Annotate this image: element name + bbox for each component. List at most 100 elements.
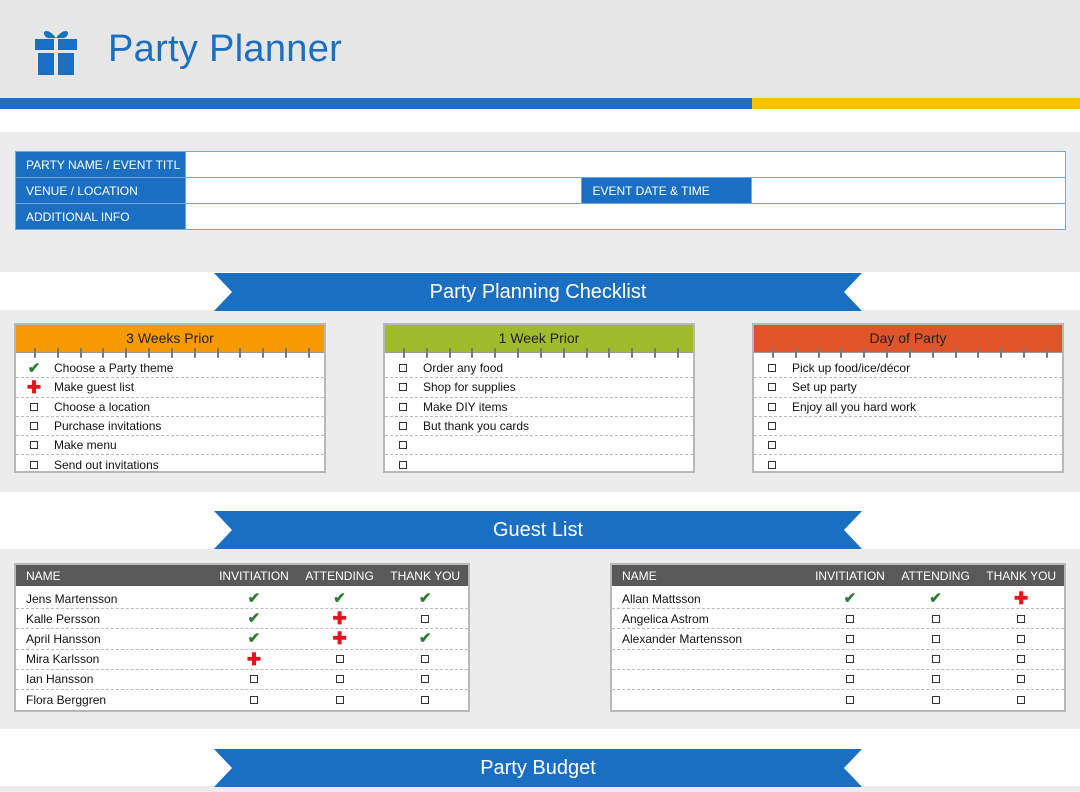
party-name-field[interactable] [184, 151, 1067, 178]
checklist-item[interactable]: Shop for supplies [385, 378, 693, 398]
guest-row[interactable]: Ian Hansson [16, 670, 468, 690]
checkbox-icon[interactable] [931, 675, 940, 684]
checkbox-icon[interactable] [845, 634, 854, 643]
attending-status[interactable] [297, 675, 383, 684]
checklist-item[interactable]: Make menu [16, 436, 324, 456]
guest-row[interactable] [612, 690, 1064, 710]
plus-icon[interactable]: ✚ [332, 609, 347, 629]
thank-you-status[interactable] [978, 614, 1064, 623]
thank-you-status[interactable] [978, 696, 1064, 705]
checkbox-icon[interactable] [768, 441, 776, 450]
checkbox-icon[interactable] [768, 402, 776, 411]
checkbox-icon[interactable] [249, 675, 258, 684]
checkbox-icon[interactable] [30, 422, 38, 431]
checkbox-icon[interactable] [335, 675, 344, 684]
thank-you-status[interactable] [382, 655, 468, 664]
checklist-item[interactable] [754, 436, 1062, 456]
status-cell[interactable] [385, 441, 421, 450]
thank-you-status[interactable]: ✚ [978, 590, 1064, 607]
checklist-item[interactable]: ✚ Make guest list [16, 377, 324, 398]
checkbox-icon[interactable] [845, 655, 854, 664]
checklist-item[interactable]: Order any food [385, 359, 693, 379]
guest-row[interactable]: Jens Martensson ✔ ✔ ✔ [16, 589, 468, 610]
checkbox-icon[interactable] [768, 383, 776, 392]
checkbox-icon[interactable] [931, 655, 940, 664]
attending-status[interactable]: ✚ [297, 610, 383, 627]
status-cell[interactable] [385, 402, 421, 411]
plus-icon[interactable]: ✚ [1014, 589, 1029, 609]
status-cell[interactable] [754, 402, 790, 411]
checkbox-icon[interactable] [931, 614, 940, 623]
status-cell[interactable] [754, 364, 790, 373]
checkbox-icon[interactable] [30, 461, 38, 470]
checklist-item[interactable]: Pick up food/ice/décor [754, 359, 1062, 379]
checkbox-icon[interactable] [421, 614, 430, 623]
check-icon[interactable]: ✔ [247, 590, 261, 608]
invitation-status[interactable]: ✔ [211, 631, 297, 646]
check-icon[interactable]: ✔ [843, 590, 857, 608]
guest-row[interactable]: Kalle Persson ✔ ✚ [16, 609, 468, 630]
plus-icon[interactable]: ✚ [246, 649, 262, 669]
status-cell[interactable]: ✔ [16, 361, 52, 376]
status-cell[interactable] [16, 461, 52, 470]
thank-you-status[interactable] [382, 696, 468, 705]
attending-status[interactable]: ✔ [297, 591, 383, 606]
attending-status[interactable] [297, 696, 383, 705]
thank-you-status[interactable] [978, 675, 1064, 684]
status-cell[interactable] [385, 461, 421, 470]
invitation-status[interactable] [807, 675, 893, 684]
plus-icon[interactable]: ✚ [26, 377, 42, 397]
checklist-item[interactable]: But thank you cards [385, 417, 693, 437]
checkbox-icon[interactable] [399, 441, 407, 450]
checklist-item[interactable]: Send out invitations [16, 455, 324, 474]
additional-info-field[interactable] [184, 203, 1067, 230]
check-icon[interactable]: ✔ [929, 590, 942, 608]
thank-you-status[interactable]: ✔ [382, 631, 468, 646]
checkbox-icon[interactable] [768, 364, 776, 373]
attending-status[interactable] [893, 655, 979, 664]
guest-row[interactable]: Flora Berggren [16, 690, 468, 710]
checkbox-icon[interactable] [845, 614, 854, 623]
attending-status[interactable] [893, 696, 979, 705]
invitation-status[interactable]: ✚ [211, 651, 297, 668]
checklist-item[interactable] [754, 417, 1062, 437]
checklist-item[interactable] [385, 436, 693, 456]
guest-row[interactable]: April Hansson ✔ ✚ ✔ [16, 629, 468, 650]
thank-you-status[interactable]: ✔ [382, 591, 468, 606]
attending-status[interactable]: ✚ [297, 630, 383, 647]
status-cell[interactable] [754, 383, 790, 392]
checkbox-icon[interactable] [931, 634, 940, 643]
checkbox-icon[interactable] [399, 383, 407, 392]
checkbox-icon[interactable] [1017, 696, 1026, 705]
status-cell[interactable] [16, 422, 52, 431]
checkbox-icon[interactable] [421, 696, 430, 705]
checkbox-icon[interactable] [1017, 675, 1026, 684]
checkbox-icon[interactable] [335, 696, 344, 705]
invitation-status[interactable] [807, 614, 893, 623]
checkbox-icon[interactable] [399, 402, 407, 411]
check-icon[interactable]: ✔ [247, 630, 261, 648]
event-date-field[interactable] [751, 177, 1066, 204]
guest-row[interactable]: Angelica Astrom [612, 609, 1064, 630]
status-cell[interactable] [754, 441, 790, 450]
status-cell[interactable] [385, 422, 421, 431]
checklist-item[interactable] [385, 455, 693, 474]
checkbox-icon[interactable] [399, 364, 407, 373]
checklist-item[interactable] [754, 455, 1062, 474]
thank-you-status[interactable] [978, 634, 1064, 643]
checkbox-icon[interactable] [249, 696, 258, 705]
invitation-status[interactable]: ✔ [807, 591, 893, 606]
checklist-item[interactable]: Enjoy all you hard work [754, 398, 1062, 417]
attending-status[interactable] [893, 614, 979, 623]
status-cell[interactable] [16, 441, 52, 450]
check-icon[interactable]: ✔ [247, 610, 261, 628]
checkbox-icon[interactable] [1017, 634, 1026, 643]
checkbox-icon[interactable] [30, 402, 38, 411]
check-icon[interactable]: ✔ [333, 590, 346, 608]
status-cell[interactable] [16, 402, 52, 411]
checkbox-icon[interactable] [399, 461, 407, 470]
attending-status[interactable] [893, 675, 979, 684]
invitation-status[interactable] [211, 675, 297, 684]
checkbox-icon[interactable] [421, 655, 430, 664]
status-cell[interactable] [385, 364, 421, 373]
